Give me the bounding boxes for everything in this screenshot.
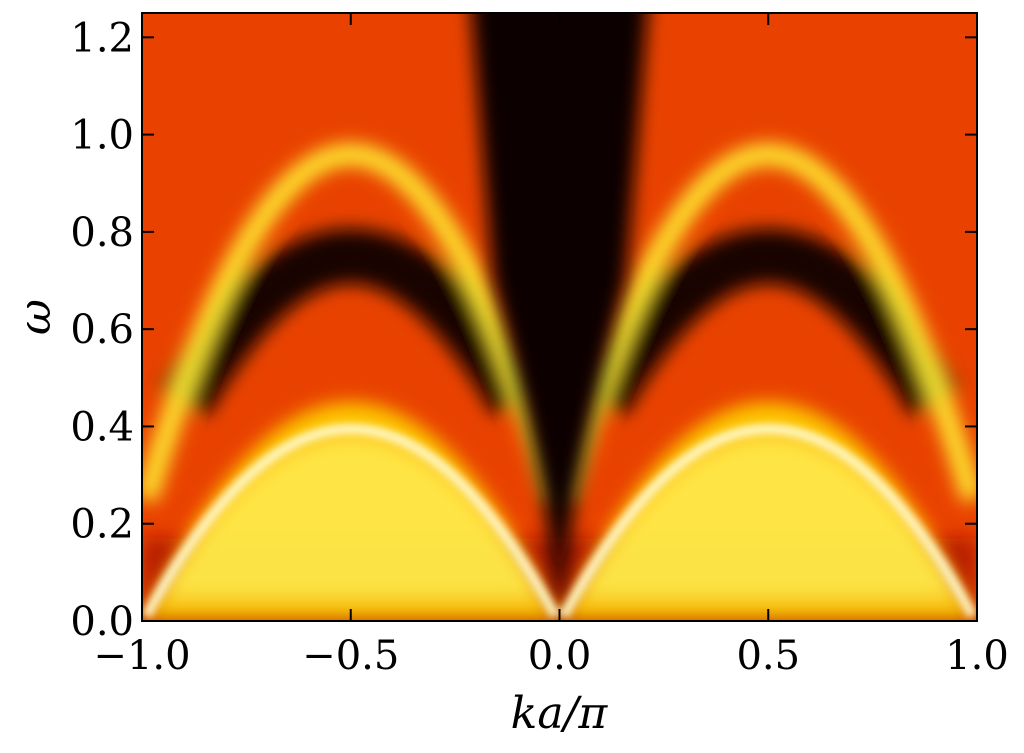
y-tick-label: 0.2 bbox=[70, 502, 134, 548]
dispersion-branch bbox=[559, 402, 977, 621]
y-axis-label: ω bbox=[10, 299, 61, 335]
x-tick-label: 0.5 bbox=[736, 633, 800, 679]
y-tick-label: 1.0 bbox=[70, 113, 134, 159]
y-axis: 0.0 0.2 0.4 0.6 0.8 1.0 1.2 bbox=[70, 15, 977, 645]
dispersion-branch bbox=[142, 143, 566, 503]
y-tick-label: 0.8 bbox=[70, 210, 134, 256]
y-tick-label: 0.0 bbox=[70, 599, 134, 645]
sharp-branch-lines bbox=[142, 424, 977, 619]
x-tick-label: −1.0 bbox=[93, 633, 190, 679]
central-dark-region bbox=[471, 13, 648, 621]
y-tick-label: 0.6 bbox=[70, 307, 134, 353]
dispersion-branch bbox=[142, 402, 560, 621]
plot-area bbox=[142, 13, 977, 621]
x-axis: −1.0 −0.5 0.0 0.5 1.0 bbox=[93, 13, 1009, 679]
y-tick-label: 1.2 bbox=[70, 15, 134, 61]
x-axis-label: ka/π bbox=[511, 688, 609, 739]
x-tick-label: −0.5 bbox=[302, 633, 399, 679]
x-tick-label: 0.0 bbox=[528, 633, 592, 679]
y-tick-label: 0.4 bbox=[70, 404, 134, 450]
x-tick-label: 1.0 bbox=[945, 633, 1009, 679]
dispersion-branch bbox=[553, 143, 977, 503]
heatmap-intensity bbox=[142, 13, 977, 621]
